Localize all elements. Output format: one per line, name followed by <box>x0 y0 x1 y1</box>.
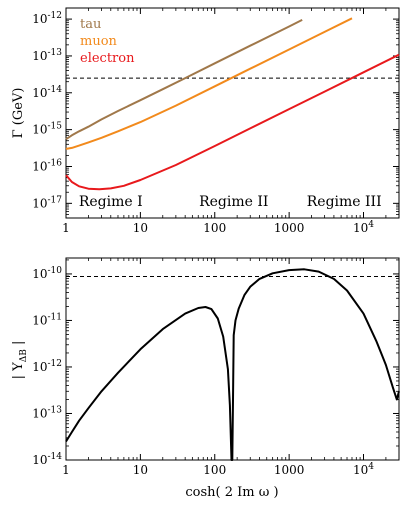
gamma-legend: tau muon electron <box>80 17 135 66</box>
legend-entry-electron: electron <box>80 51 135 66</box>
legend-entry-muon: muon <box>80 34 118 49</box>
series-line <box>65 268 400 461</box>
y-tick-label: 10-13 <box>32 405 62 420</box>
asymmetry-series <box>65 268 400 461</box>
series-line-muon <box>65 17 353 150</box>
x-tick-label: 1 <box>62 463 70 477</box>
asymmetry-panel: 1 10 100 1000 104 10-10 10-11 10-12 10-13 10-14 |… <box>11 257 400 500</box>
regime-label: Regime III <box>307 194 382 210</box>
y-tick-label: 10-12 <box>32 359 62 374</box>
x-tick-label: 1000 <box>274 221 305 235</box>
y-tick-label: 10-16 <box>32 158 62 173</box>
asymmetry-y-axis-title: | YΔB | <box>11 341 29 380</box>
series-line-tau <box>65 19 303 141</box>
gamma-series <box>65 17 400 191</box>
legend-entry-tau: tau <box>80 17 101 32</box>
y-tick-label: 10-10 <box>32 266 62 281</box>
y-tick-label: 10-14 <box>32 85 62 100</box>
gamma-ticks: 1 10 100 1000 104 10-12 10-13 10-14 10-15 10-16 10… <box>32 8 399 235</box>
y-tick-label: 10-17 <box>32 195 62 210</box>
gamma-y-axis-title: Γ (GeV) <box>11 88 26 139</box>
x-tick-label: 100 <box>203 221 226 235</box>
gamma-panel: 1 10 100 1000 104 10-12 10-13 10-14 10-15 10-16 10… <box>11 7 400 235</box>
x-tick-label: 10 <box>133 221 148 235</box>
gamma-plot-frame <box>65 7 400 219</box>
regime-label: Regime II <box>199 194 268 210</box>
x-tick-label: 100 <box>203 463 226 477</box>
regime-label: Regime I <box>79 194 143 210</box>
y-tick-label: 10-15 <box>32 122 62 137</box>
y-tick-label: 10-11 <box>32 312 62 327</box>
x-tick-label: 1000 <box>274 463 305 477</box>
x-tick-label: 104 <box>353 220 374 235</box>
x-tick-label: 10 <box>133 463 148 477</box>
x-tick-label: 104 <box>353 462 374 477</box>
series-line-electron <box>65 53 400 191</box>
regime-labels: Regime I Regime II Regime III <box>79 194 382 210</box>
y-tick-label: 10-14 <box>32 452 62 467</box>
x-axis-title: cosh( 2 Im ω ) <box>185 485 278 500</box>
asymmetry-ticks: 1 10 100 1000 104 10-10 10-11 10-12 10-13 10-14 <box>32 258 399 477</box>
y-tick-label: 10-12 <box>32 11 62 26</box>
y-tick-label: 10-13 <box>32 48 62 63</box>
x-tick-label: 1 <box>62 221 70 235</box>
